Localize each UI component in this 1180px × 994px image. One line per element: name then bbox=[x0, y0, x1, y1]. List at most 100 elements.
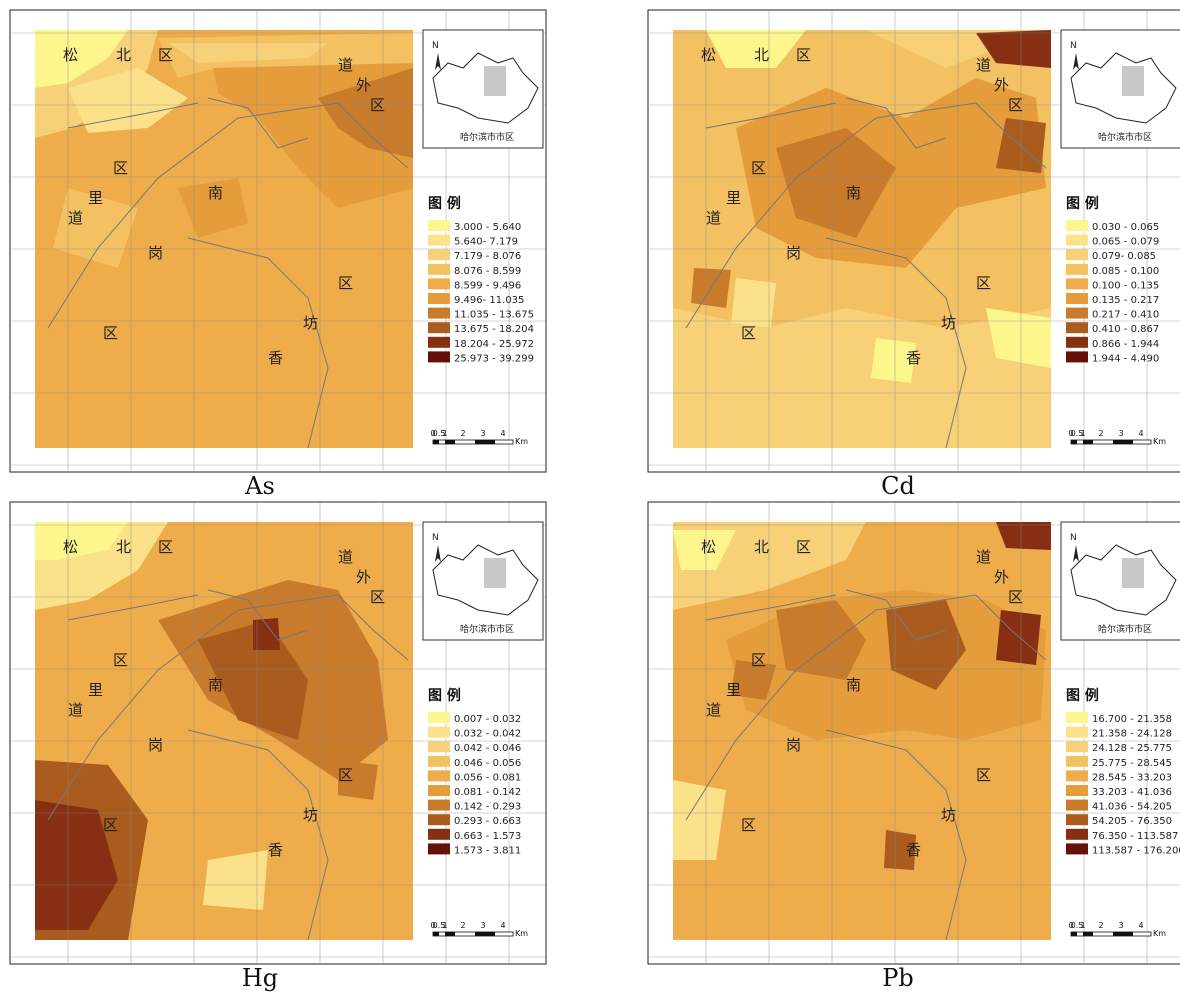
scale-tick-label: 3 bbox=[1118, 921, 1123, 930]
choropleth-layer bbox=[673, 30, 1051, 448]
district-boundary bbox=[207, 97, 309, 149]
concentration-zone bbox=[68, 68, 188, 133]
scale-unit-label: Km bbox=[1153, 929, 1166, 938]
legend-swatch bbox=[1066, 843, 1088, 855]
district-boundary bbox=[187, 237, 329, 449]
legend-item-label: 1.573 - 3.811 bbox=[454, 845, 521, 856]
city-outline bbox=[432, 52, 539, 124]
legend-swatch bbox=[1066, 278, 1088, 290]
place-label: 道 bbox=[68, 209, 83, 227]
caption-pb: Pb bbox=[882, 964, 914, 992]
place-label: 区 bbox=[1008, 588, 1023, 606]
legend-item-label: 0.100 - 0.135 bbox=[1092, 280, 1159, 291]
legend-item-label: 33.203 - 41.036 bbox=[1092, 787, 1172, 798]
inset-map-label: 哈尔滨市市区 bbox=[1098, 131, 1152, 143]
scale-tick-label: 4 bbox=[500, 429, 505, 438]
place-label: 松 bbox=[701, 46, 716, 64]
district-boundary bbox=[685, 102, 1047, 329]
map-figure-as: 松北区道外区南岗区道里区香坊区N哈尔滨市市区图 例3.000 - 5.6405.… bbox=[9, 9, 547, 473]
district-boundary bbox=[67, 594, 199, 621]
place-label: 区 bbox=[103, 324, 118, 342]
place-label: 道 bbox=[976, 56, 991, 74]
legend-title: 图 例 bbox=[428, 195, 461, 212]
district-boundary bbox=[187, 729, 329, 941]
concentration-zone bbox=[35, 30, 128, 88]
concentration-zone bbox=[871, 338, 916, 383]
map-panel-pb: 松北区道外区南岗区道里区香坊区 N 哈尔滨市市区图 例 16.700 - 21.358… bbox=[646, 500, 1180, 978]
place-label: 坊 bbox=[303, 806, 318, 824]
scale-bar-segment bbox=[1113, 932, 1133, 936]
scale-tick-label: 1 bbox=[1080, 429, 1085, 438]
legend-item-label: 0.293 - 0.663 bbox=[454, 816, 521, 827]
scale-tick-label: 4 bbox=[1138, 921, 1143, 930]
north-arrow-label: N bbox=[1070, 41, 1077, 51]
legend-item-label: 0.085 - 0.100 bbox=[1092, 266, 1159, 277]
north-arrow-label: N bbox=[432, 533, 439, 543]
scale-unit-label: Km bbox=[515, 437, 528, 446]
study-area-marker bbox=[1122, 558, 1144, 588]
legend-item-label: 7.179 - 8.076 bbox=[454, 251, 521, 262]
place-label: 区 bbox=[751, 651, 766, 669]
concentration-zone bbox=[178, 178, 248, 238]
legend-item-label: 5.640- 7.179 bbox=[454, 237, 518, 248]
concentration-zone bbox=[35, 522, 128, 560]
legend-swatch bbox=[1066, 785, 1088, 796]
place-label: 松 bbox=[63, 538, 78, 556]
place-label: 道 bbox=[976, 548, 991, 566]
legend-item-label: 9.496- 11.035 bbox=[454, 295, 524, 306]
city-outline bbox=[1070, 544, 1177, 616]
concentration-zone bbox=[53, 188, 138, 268]
study-area-marker bbox=[1122, 66, 1144, 96]
place-label: 岗 bbox=[148, 736, 163, 754]
place-label: 区 bbox=[158, 538, 173, 556]
legend-swatch bbox=[428, 293, 450, 304]
place-label: 坊 bbox=[303, 314, 318, 332]
legend-swatch bbox=[1066, 828, 1088, 840]
legend-swatch bbox=[428, 785, 450, 796]
inset-map-label: 哈尔滨市市区 bbox=[1098, 623, 1152, 635]
district-boundary bbox=[67, 102, 199, 129]
place-label: 北 bbox=[754, 538, 769, 556]
legend-item-label: 0.007 - 0.032 bbox=[454, 714, 521, 725]
concentration-zone bbox=[776, 600, 866, 680]
legend-swatch bbox=[428, 278, 450, 290]
place-label: 区 bbox=[976, 274, 991, 292]
city-outline bbox=[432, 544, 539, 616]
caption-cd: Cd bbox=[881, 472, 915, 500]
legend-item-label: 3.000 - 5.640 bbox=[454, 222, 521, 233]
place-label: 区 bbox=[796, 46, 811, 64]
concentration-zone bbox=[203, 850, 268, 910]
concentration-zone bbox=[731, 660, 776, 700]
scale-tick-label: 0.5 bbox=[433, 921, 446, 930]
map-figure-pb: 松北区道外区南岗区道里区香坊区N哈尔滨市市区图 例16.700 - 21.358… bbox=[647, 501, 1180, 965]
inset-map-frame bbox=[1060, 29, 1180, 149]
place-label: 坊 bbox=[941, 806, 956, 824]
concentration-zone bbox=[168, 43, 328, 63]
district-boundary bbox=[845, 589, 947, 641]
place-label: 北 bbox=[116, 538, 131, 556]
scale-bar-segment bbox=[1113, 440, 1133, 444]
north-arrow-icon bbox=[435, 53, 441, 70]
legend-swatch bbox=[428, 263, 450, 275]
legend-swatch bbox=[1066, 322, 1088, 334]
legend-swatch bbox=[1066, 220, 1088, 231]
legend-item-label: 76.350 - 113.587 bbox=[1092, 831, 1178, 842]
inset-map-frame bbox=[422, 521, 544, 641]
place-label: 区 bbox=[741, 324, 756, 342]
concentration-zone bbox=[338, 760, 378, 800]
study-area-marker bbox=[484, 558, 506, 588]
place-label: 香 bbox=[906, 349, 921, 367]
scale-bar-segment bbox=[1071, 932, 1077, 936]
scale-bar-segment bbox=[433, 440, 439, 444]
concentration-zone bbox=[986, 308, 1051, 368]
scale-tick-label: 3 bbox=[480, 921, 485, 930]
place-label: 道 bbox=[706, 701, 721, 719]
concentration-zone bbox=[886, 600, 966, 690]
scale-bar-segment bbox=[475, 440, 495, 444]
legend-item-label: 0.135 - 0.217 bbox=[1092, 295, 1159, 306]
place-label: 南 bbox=[846, 184, 861, 202]
place-label: 区 bbox=[103, 816, 118, 834]
place-label: 区 bbox=[338, 766, 353, 784]
place-label: 区 bbox=[370, 588, 385, 606]
caption-hg: Hg bbox=[241, 964, 279, 992]
